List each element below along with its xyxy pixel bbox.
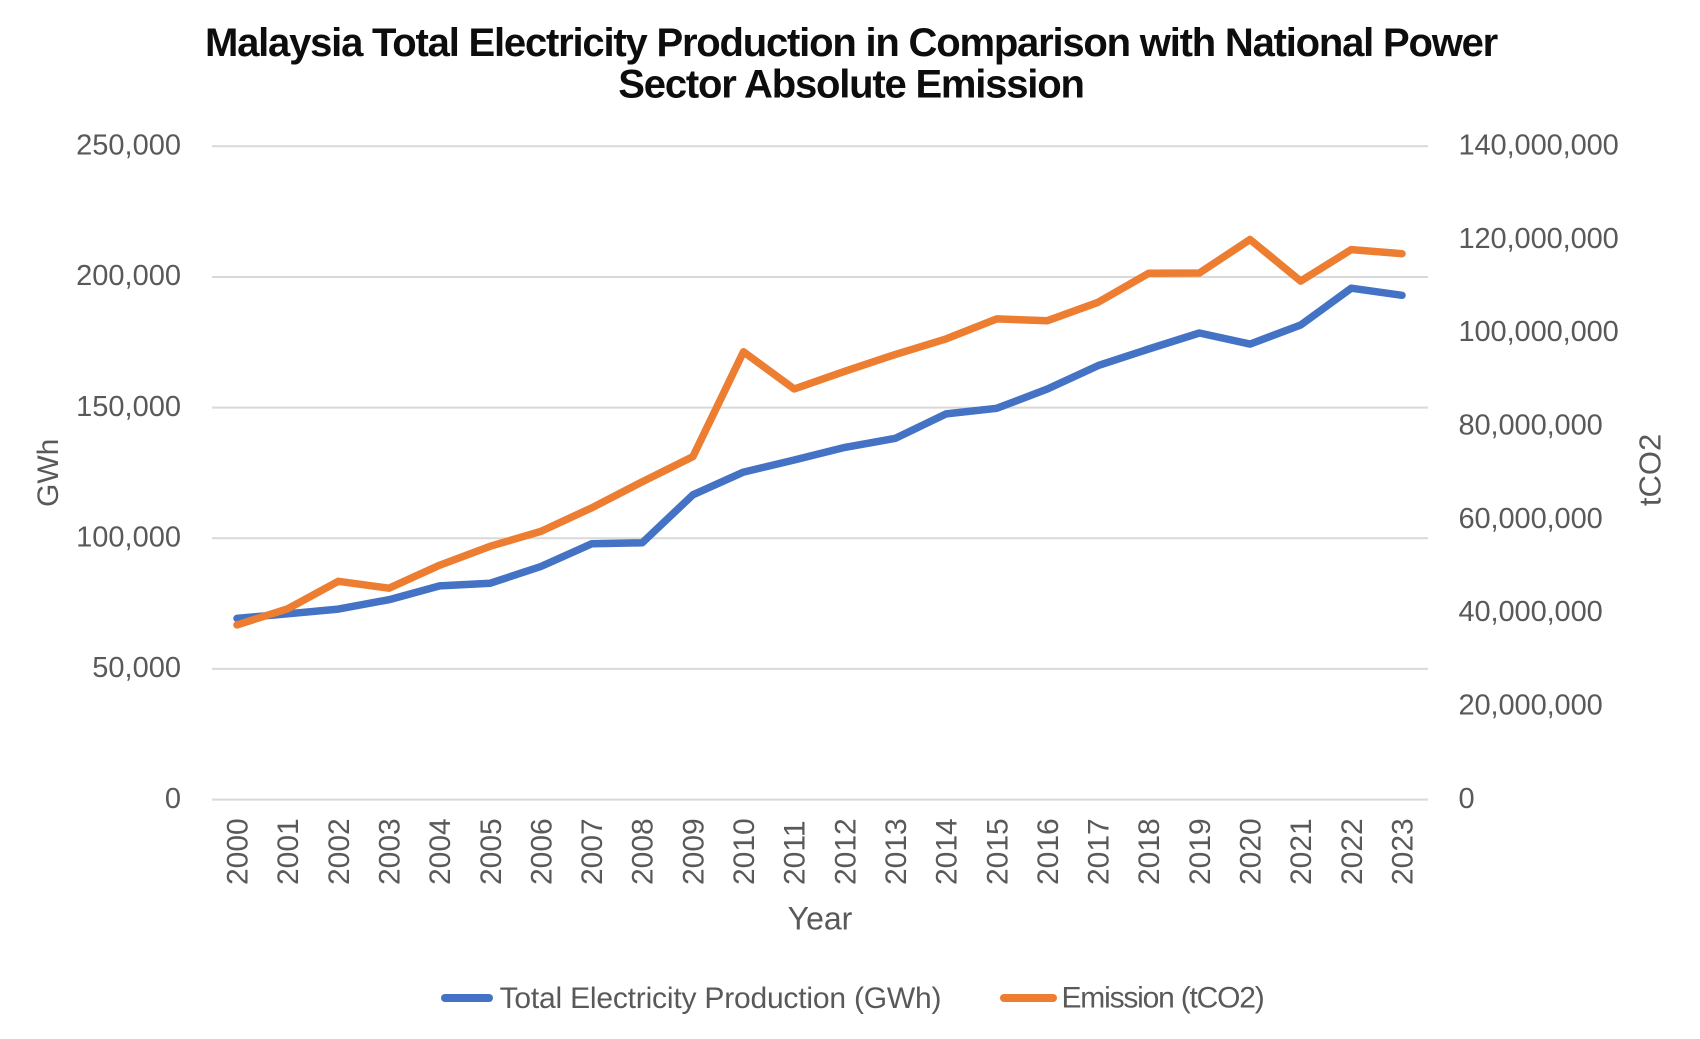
- svg-text:2016: 2016: [1032, 818, 1065, 885]
- svg-text:2012: 2012: [829, 818, 862, 885]
- svg-text:120,000,000: 120,000,000: [1459, 223, 1619, 255]
- svg-text:2008: 2008: [627, 818, 660, 885]
- svg-text:100,000: 100,000: [76, 522, 181, 554]
- svg-text:2018: 2018: [1133, 818, 1166, 885]
- svg-text:60,000,000: 60,000,000: [1459, 503, 1603, 535]
- svg-text:0: 0: [165, 783, 181, 815]
- svg-text:Emission (tCO2): Emission (tCO2): [1062, 982, 1264, 1015]
- svg-text:200,000: 200,000: [76, 260, 181, 292]
- svg-text:50,000: 50,000: [92, 652, 181, 684]
- svg-text:2001: 2001: [272, 818, 305, 885]
- svg-text:2010: 2010: [728, 818, 761, 885]
- svg-text:140,000,000: 140,000,000: [1459, 130, 1619, 162]
- svg-text:40,000,000: 40,000,000: [1459, 596, 1603, 628]
- svg-text:2000: 2000: [222, 818, 255, 885]
- svg-text:2009: 2009: [677, 818, 710, 885]
- svg-text:2021: 2021: [1285, 818, 1318, 885]
- svg-text:Year: Year: [788, 901, 853, 937]
- svg-text:2017: 2017: [1083, 818, 1116, 885]
- svg-text:2005: 2005: [475, 818, 508, 885]
- svg-text:150,000: 150,000: [76, 391, 181, 423]
- svg-text:0: 0: [1459, 783, 1475, 815]
- svg-text:2011: 2011: [779, 820, 812, 885]
- svg-text:100,000,000: 100,000,000: [1459, 316, 1619, 348]
- svg-text:2014: 2014: [931, 818, 964, 885]
- svg-text:2007: 2007: [576, 818, 609, 885]
- svg-text:2004: 2004: [424, 818, 457, 885]
- svg-text:2022: 2022: [1336, 818, 1369, 885]
- svg-text:2003: 2003: [374, 818, 407, 885]
- svg-text:Malaysia Total Electricity Pro: Malaysia Total Electricity Production in…: [205, 21, 1498, 65]
- svg-text:2013: 2013: [880, 818, 913, 885]
- svg-text:GWh: GWh: [32, 439, 65, 507]
- svg-text:Sector Absolute Emission: Sector Absolute Emission: [618, 63, 1083, 107]
- svg-text:Total Electricity Production (: Total Electricity Production (GWh): [500, 982, 942, 1015]
- svg-text:tCO2: tCO2: [1633, 434, 1668, 506]
- svg-text:2023: 2023: [1387, 818, 1420, 885]
- svg-text:2019: 2019: [1184, 818, 1217, 885]
- svg-text:2002: 2002: [323, 818, 356, 885]
- svg-text:80,000,000: 80,000,000: [1459, 410, 1603, 442]
- svg-text:2020: 2020: [1235, 818, 1268, 885]
- svg-text:20,000,000: 20,000,000: [1459, 690, 1603, 722]
- svg-text:2006: 2006: [525, 818, 558, 885]
- svg-text:250,000: 250,000: [76, 130, 181, 162]
- svg-text:2015: 2015: [981, 818, 1014, 885]
